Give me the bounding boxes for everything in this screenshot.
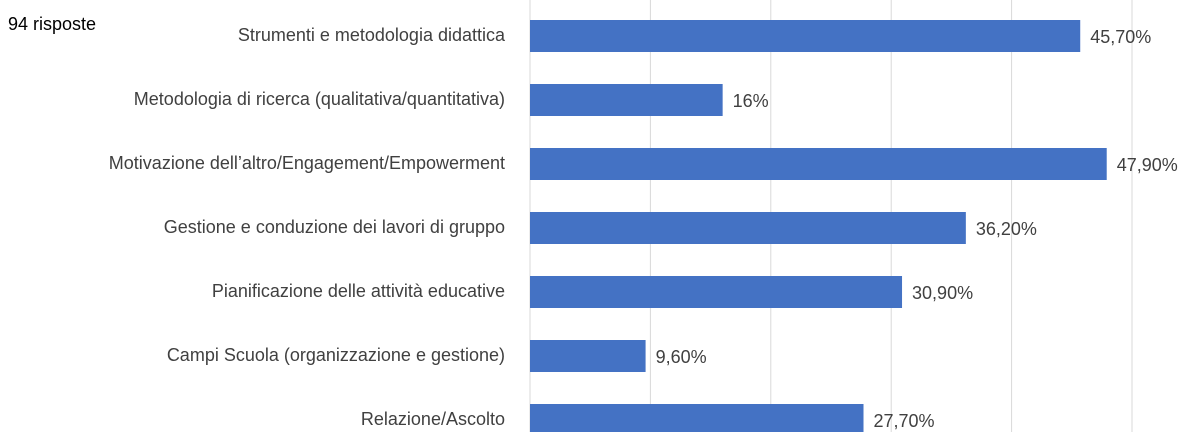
value-label: 30,90% (912, 283, 973, 303)
value-label: 36,20% (976, 219, 1037, 239)
y-tick-label: Relazione/Ascolto (361, 409, 505, 429)
value-label: 27,70% (874, 411, 935, 431)
value-label: 47,90% (1117, 155, 1178, 175)
y-tick-label: Metodologia di ricerca (qualitativa/quan… (134, 89, 505, 109)
y-tick-label: Gestione e conduzione dei lavori di grup… (164, 217, 505, 237)
bar (530, 404, 864, 432)
y-tick-label: Pianificazione delle attività educative (212, 281, 505, 301)
bar (530, 340, 646, 372)
value-label: 16% (733, 91, 769, 111)
bar (530, 20, 1081, 52)
y-tick-label: Motivazione dell’altro/Engagement/Empowe… (109, 153, 505, 173)
chart-subtitle: 94 risposte (8, 14, 96, 34)
value-label: 9,60% (656, 347, 707, 367)
y-tick-label: Campi Scuola (organizzazione e gestione) (167, 345, 505, 365)
bar (530, 84, 723, 116)
bar (530, 276, 903, 308)
value-label: 45,70% (1090, 27, 1151, 47)
y-tick-label: Strumenti e metodologia didattica (238, 25, 506, 45)
bar (530, 212, 966, 244)
bar (530, 148, 1107, 180)
